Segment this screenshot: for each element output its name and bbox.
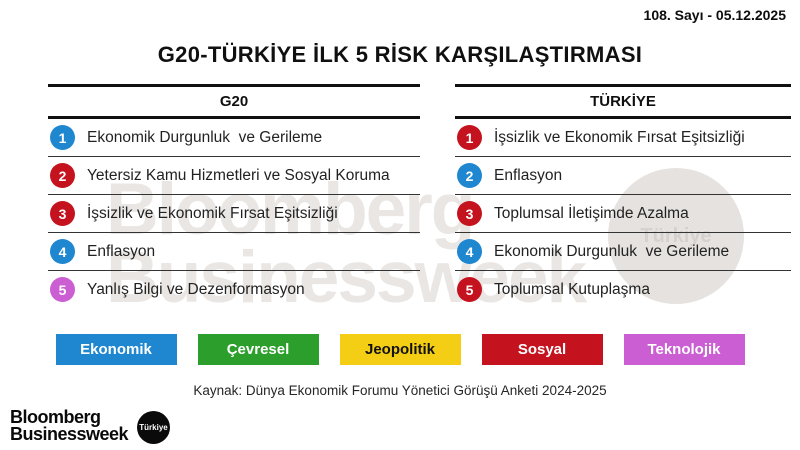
legend-item: Çevresel	[197, 334, 319, 365]
column-header-g20: G20	[48, 84, 420, 119]
brand-badge-label: Türkiye	[139, 423, 168, 432]
rank-badge: 3	[50, 201, 75, 226]
risk-label: Enflasyon	[87, 242, 156, 260]
column-header-turkiye: TÜRKİYE	[455, 84, 791, 119]
issue-date: 108. Sayı - 05.12.2025	[643, 7, 786, 23]
rank-badge: 2	[50, 163, 75, 188]
rank-badge: 1	[457, 125, 482, 150]
risk-row: 2 Enflasyon	[455, 157, 791, 195]
legend-item: Ekonomik	[55, 334, 177, 365]
source-note: Kaynak: Dünya Ekonomik Forumu Yönetici G…	[193, 383, 607, 398]
rank-badge: 2	[457, 163, 482, 188]
watermark-badge-label: Türkiye	[640, 224, 712, 247]
brand-logo: Bloomberg Businessweek	[10, 407, 129, 445]
legend-item: Sosyal	[481, 334, 603, 365]
risk-label: Yetersiz Kamu Hizmetleri ve Sosyal Korum…	[87, 166, 390, 184]
risk-row: 1 İşsizlik ve Ekonomik Fırsat Eşitsizliğ…	[455, 119, 791, 157]
legend-item: Jeopolitik	[339, 334, 461, 365]
brand-line2: Businessweek	[10, 424, 129, 445]
risk-label: İşsizlik ve Ekonomik Fırsat Eşitsizliği	[494, 128, 745, 146]
risk-row: 4 Enflasyon	[48, 233, 420, 271]
watermark-line2: Businessweek	[106, 236, 587, 318]
risk-list-g20: 1 Ekonomik Durgunluk ve Gerileme 2 Yeter…	[48, 119, 420, 308]
column-g20: G20 1 Ekonomik Durgunluk ve Gerileme 2 Y…	[48, 84, 420, 308]
risk-row: 5 Toplumsal Kutuplaşma	[455, 271, 791, 308]
watermark-line1: Bloomberg	[106, 169, 475, 250]
risk-row: 1 Ekonomik Durgunluk ve Gerileme	[48, 119, 420, 157]
rank-badge: 5	[50, 277, 75, 302]
risk-row: 2 Yetersiz Kamu Hizmetleri ve Sosyal Kor…	[48, 157, 420, 195]
rank-badge: 5	[457, 277, 482, 302]
risk-label: Toplumsal Kutuplaşma	[494, 280, 650, 298]
risk-label: Yanlış Bilgi ve Dezenformasyon	[87, 280, 305, 298]
rank-badge: 1	[50, 125, 75, 150]
page-title: G20-TÜRKİYE İLK 5 RİSK KARŞILAŞTIRMASI	[157, 42, 643, 67]
risk-row: 3 Toplumsal İletişimde Azalma	[455, 195, 791, 233]
risk-label: Ekonomik Durgunluk ve Gerileme	[87, 128, 323, 146]
category-legend: Ekonomik Çevresel Jeopolitik Sosyal Tekn…	[0, 334, 800, 365]
risk-row: 3 İşsizlik ve Ekonomik Fırsat Eşitsizliğ…	[48, 195, 420, 233]
legend-item: Teknolojik	[623, 334, 745, 365]
rank-badge: 4	[457, 239, 482, 264]
risk-label: Toplumsal İletişimde Azalma	[494, 204, 689, 222]
risk-row: 5 Yanlış Bilgi ve Dezenformasyon	[48, 271, 420, 308]
risk-label: İşsizlik ve Ekonomik Fırsat Eşitsizliği	[87, 204, 338, 222]
watermark-logo: Bloomberg Businessweek	[106, 169, 587, 318]
brand-turkiye-badge: Türkiye	[137, 411, 170, 444]
brand-line1: Bloomberg	[10, 407, 101, 427]
watermark-turkiye-badge: Türkiye	[608, 168, 744, 304]
rank-badge: 4	[50, 239, 75, 264]
risk-row: 4 Ekonomik Durgunluk ve Gerileme	[455, 233, 791, 271]
risk-list-turkiye: 1 İşsizlik ve Ekonomik Fırsat Eşitsizliğ…	[455, 119, 791, 308]
rank-badge: 3	[457, 201, 482, 226]
risk-label: Enflasyon	[494, 166, 563, 184]
risk-label: Ekonomik Durgunluk ve Gerileme	[494, 242, 730, 260]
column-turkiye: TÜRKİYE 1 İşsizlik ve Ekonomik Fırsat Eş…	[455, 84, 791, 308]
